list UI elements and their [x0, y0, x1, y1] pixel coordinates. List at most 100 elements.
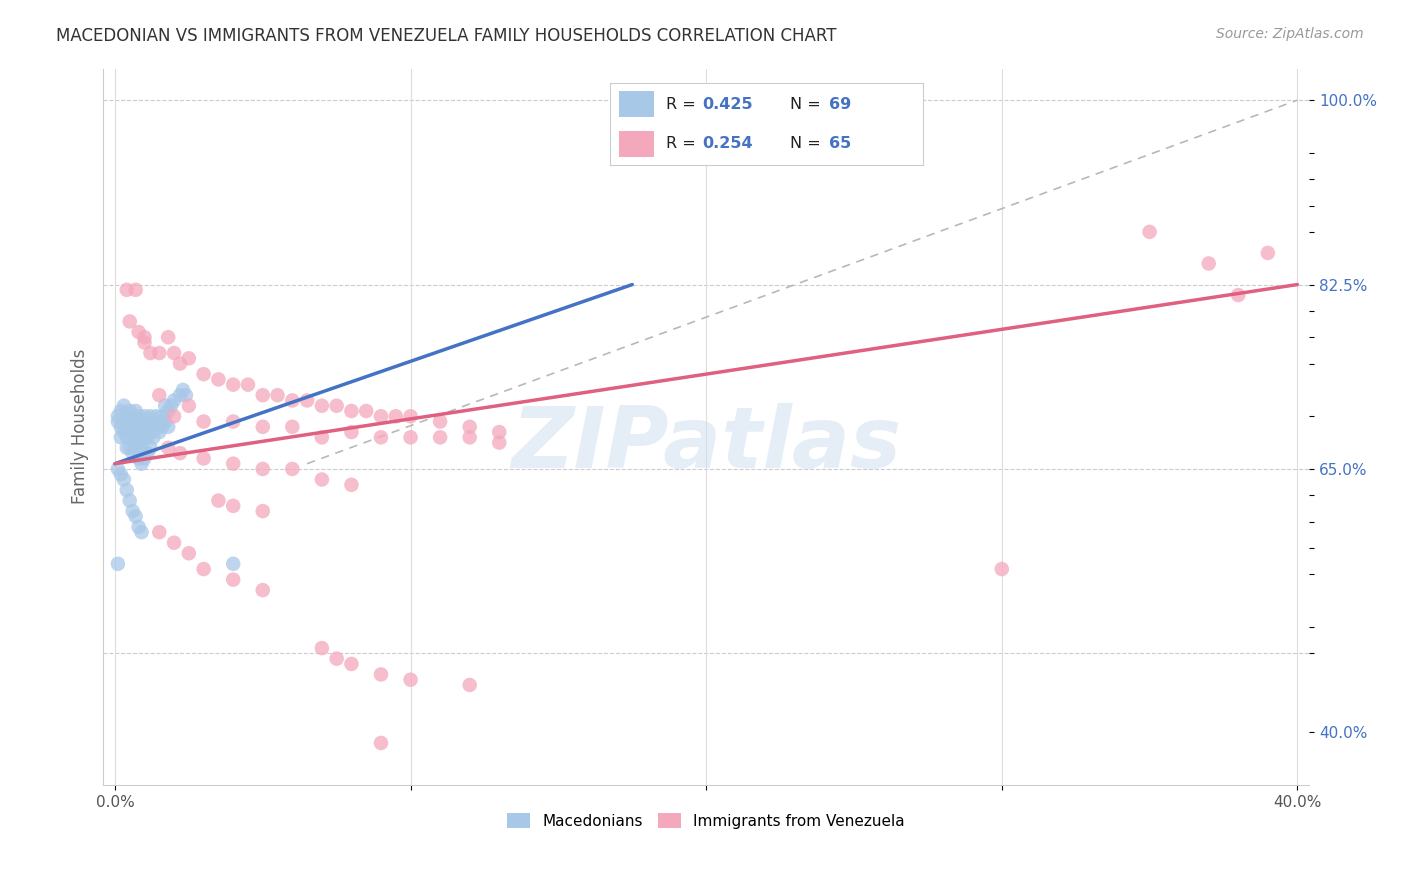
Point	[370, 430, 392, 444]
Point	[207, 493, 229, 508]
Point	[155, 415, 177, 429]
Point	[429, 430, 451, 444]
Point	[207, 372, 229, 386]
Point	[222, 499, 245, 513]
Point	[118, 493, 141, 508]
Point	[128, 451, 150, 466]
Point	[252, 462, 274, 476]
Point	[107, 415, 129, 429]
Point	[107, 462, 129, 476]
Point	[118, 425, 141, 439]
Point	[118, 415, 141, 429]
Point	[131, 457, 153, 471]
Point	[124, 415, 146, 429]
Point	[112, 425, 135, 439]
Point	[311, 473, 333, 487]
Point	[370, 736, 392, 750]
Point	[281, 419, 304, 434]
Point	[160, 399, 183, 413]
Point	[124, 441, 146, 455]
Point	[110, 419, 132, 434]
Point	[169, 357, 191, 371]
Point	[163, 535, 186, 549]
Point	[134, 451, 156, 466]
Point	[110, 467, 132, 482]
Point	[148, 425, 170, 439]
Point	[128, 325, 150, 339]
Point	[399, 409, 422, 424]
Point	[172, 383, 194, 397]
Point	[134, 409, 156, 424]
Point	[134, 330, 156, 344]
Point	[131, 525, 153, 540]
Point	[118, 314, 141, 328]
Point	[384, 409, 406, 424]
Point	[121, 419, 143, 434]
Text: ZIPatlas: ZIPatlas	[510, 403, 901, 486]
Point	[131, 415, 153, 429]
Point	[139, 425, 162, 439]
Point	[266, 388, 288, 402]
Point	[311, 399, 333, 413]
Point	[134, 335, 156, 350]
Point	[340, 404, 363, 418]
Point	[128, 435, 150, 450]
Point	[1227, 288, 1250, 302]
Point	[354, 404, 377, 418]
Point	[236, 377, 259, 392]
Point	[121, 409, 143, 424]
Point	[118, 441, 141, 455]
Point	[142, 415, 165, 429]
Point	[107, 557, 129, 571]
Y-axis label: Family Households: Family Households	[72, 349, 89, 505]
Point	[399, 430, 422, 444]
Point	[115, 483, 138, 497]
Point	[177, 399, 200, 413]
Point	[222, 377, 245, 392]
Point	[110, 404, 132, 418]
Point	[131, 425, 153, 439]
Point	[222, 457, 245, 471]
Point	[295, 393, 318, 408]
Point	[139, 409, 162, 424]
Point	[157, 441, 180, 455]
Point	[112, 399, 135, 413]
Point	[142, 430, 165, 444]
Point	[252, 504, 274, 518]
Point	[340, 657, 363, 671]
Point	[118, 404, 141, 418]
Point	[177, 546, 200, 560]
Point	[145, 409, 167, 424]
Point	[112, 473, 135, 487]
Point	[145, 419, 167, 434]
Point	[148, 415, 170, 429]
Point	[193, 367, 215, 381]
Point	[121, 430, 143, 444]
Point	[193, 451, 215, 466]
Point	[121, 446, 143, 460]
Point	[128, 419, 150, 434]
Point	[193, 415, 215, 429]
Point	[458, 678, 481, 692]
Point	[222, 573, 245, 587]
Point	[991, 562, 1014, 576]
Point	[311, 641, 333, 656]
Point	[121, 504, 143, 518]
Point	[155, 399, 177, 413]
Point	[124, 425, 146, 439]
Point	[325, 651, 347, 665]
Point	[252, 583, 274, 598]
Point	[124, 404, 146, 418]
Point	[157, 419, 180, 434]
Point	[157, 330, 180, 344]
Point	[136, 430, 159, 444]
Point	[222, 557, 245, 571]
Point	[399, 673, 422, 687]
Point	[115, 283, 138, 297]
Point	[370, 667, 392, 681]
Point	[124, 509, 146, 524]
Point	[252, 388, 274, 402]
Point	[136, 415, 159, 429]
Point	[148, 346, 170, 360]
Point	[163, 346, 186, 360]
